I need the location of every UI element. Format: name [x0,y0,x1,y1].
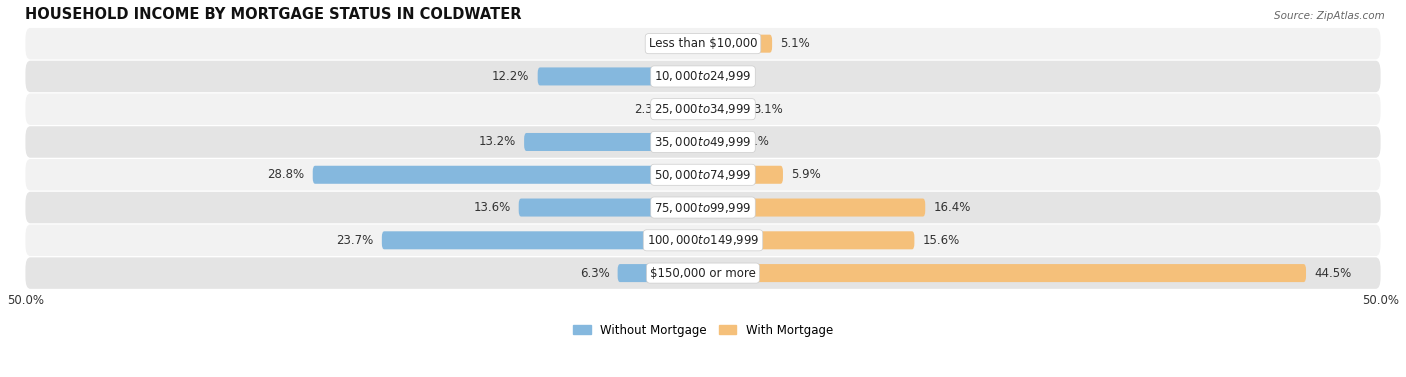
Text: 15.6%: 15.6% [922,234,960,247]
Text: 0.0%: 0.0% [665,37,695,50]
Text: $75,000 to $99,999: $75,000 to $99,999 [654,201,752,215]
Text: 6.3%: 6.3% [579,267,609,280]
Text: $150,000 or more: $150,000 or more [650,267,756,280]
Text: 2.1%: 2.1% [740,135,769,149]
Text: 5.1%: 5.1% [780,37,810,50]
FancyBboxPatch shape [25,257,1381,289]
Text: 3.1%: 3.1% [754,103,783,116]
FancyBboxPatch shape [703,100,745,118]
Text: 28.8%: 28.8% [267,168,305,181]
Text: 12.2%: 12.2% [492,70,530,83]
FancyBboxPatch shape [672,100,703,118]
Text: $10,000 to $24,999: $10,000 to $24,999 [654,69,752,83]
FancyBboxPatch shape [25,61,1381,92]
FancyBboxPatch shape [703,231,914,249]
FancyBboxPatch shape [382,231,703,249]
Text: 5.9%: 5.9% [792,168,821,181]
FancyBboxPatch shape [25,28,1381,60]
Text: $25,000 to $34,999: $25,000 to $34,999 [654,102,752,116]
FancyBboxPatch shape [524,133,703,151]
FancyBboxPatch shape [519,199,703,216]
FancyBboxPatch shape [25,192,1381,223]
Text: $100,000 to $149,999: $100,000 to $149,999 [647,233,759,247]
FancyBboxPatch shape [25,93,1381,125]
Legend: Without Mortgage, With Mortgage: Without Mortgage, With Mortgage [568,319,838,341]
FancyBboxPatch shape [703,199,925,216]
Text: 13.6%: 13.6% [474,201,510,214]
FancyBboxPatch shape [703,35,772,53]
FancyBboxPatch shape [703,133,731,151]
Text: $35,000 to $49,999: $35,000 to $49,999 [654,135,752,149]
Text: $50,000 to $74,999: $50,000 to $74,999 [654,168,752,182]
FancyBboxPatch shape [537,67,703,86]
Text: 2.3%: 2.3% [634,103,664,116]
FancyBboxPatch shape [703,264,1306,282]
Text: 0.0%: 0.0% [711,70,741,83]
Text: 13.2%: 13.2% [479,135,516,149]
FancyBboxPatch shape [617,264,703,282]
FancyBboxPatch shape [25,126,1381,158]
FancyBboxPatch shape [25,159,1381,190]
Text: 16.4%: 16.4% [934,201,970,214]
Text: 23.7%: 23.7% [336,234,374,247]
Text: Less than $10,000: Less than $10,000 [648,37,758,50]
Text: 44.5%: 44.5% [1315,267,1351,280]
FancyBboxPatch shape [312,166,703,184]
Text: Source: ZipAtlas.com: Source: ZipAtlas.com [1274,11,1385,21]
Text: HOUSEHOLD INCOME BY MORTGAGE STATUS IN COLDWATER: HOUSEHOLD INCOME BY MORTGAGE STATUS IN C… [25,7,522,22]
FancyBboxPatch shape [703,166,783,184]
FancyBboxPatch shape [25,225,1381,256]
